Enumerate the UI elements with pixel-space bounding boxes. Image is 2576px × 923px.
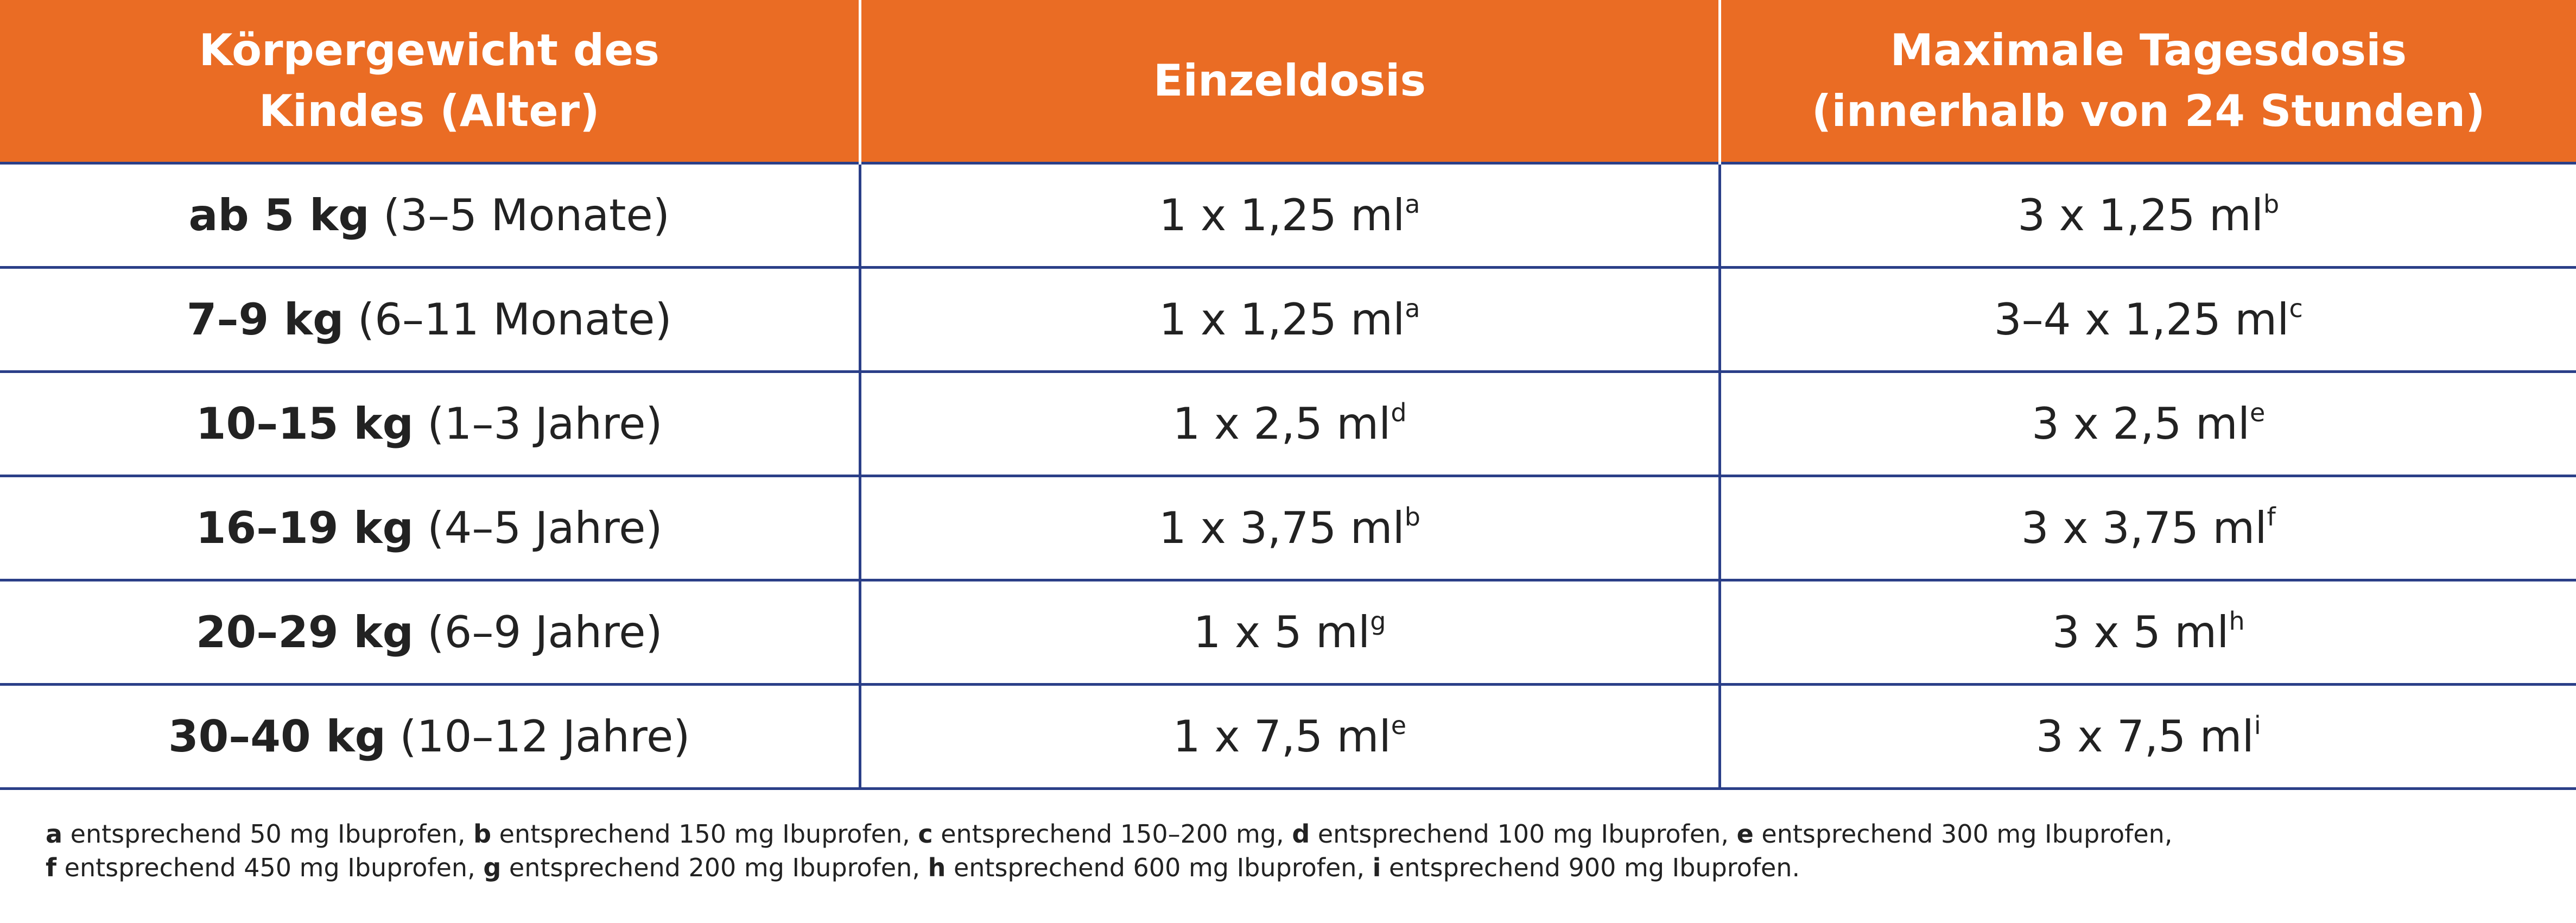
footnote-marker: e bbox=[2250, 397, 2266, 427]
dose-value: 1 x 3,75 ml bbox=[1158, 502, 1405, 553]
dose-value: 3 x 7,5 ml bbox=[2035, 711, 2254, 762]
footnote-marker: h bbox=[2229, 606, 2245, 636]
footnote-key: d bbox=[1292, 819, 1310, 849]
footnote-text: entsprechend 150 mg Ibuprofen, bbox=[491, 819, 918, 849]
table-row: 30–40 kg (10–12 Jahre) 1 x 7,5 mle 3 x 7… bbox=[0, 682, 2576, 790]
single-dose-cell: 1 x 3,75 mlb bbox=[858, 474, 1720, 580]
weight-age-cell: ab 5 kg (3–5 Monate) bbox=[0, 161, 860, 267]
weight-value: 20–29 kg bbox=[195, 606, 414, 658]
weight-age-cell: 30–40 kg (10–12 Jahre) bbox=[0, 682, 860, 790]
footnote-marker: i bbox=[2254, 710, 2261, 740]
dose-value: 3 x 3,75 ml bbox=[2021, 502, 2267, 553]
footnote-text: entsprechend 900 mg Ibuprofen. bbox=[1381, 853, 1800, 882]
footnote-marker: b bbox=[2263, 189, 2280, 219]
footnote-key: h bbox=[928, 853, 946, 882]
footnote-key: c bbox=[918, 819, 933, 849]
daily-dose-cell: 3–4 x 1,25 mlc bbox=[1718, 265, 2576, 371]
footnote-marker: c bbox=[2289, 293, 2303, 323]
table-row: 20–29 kg (6–9 Jahre) 1 x 5 mlg 3 x 5 mlh bbox=[0, 578, 2576, 684]
footnote-text: entsprechend 50 mg Ibuprofen, bbox=[62, 819, 474, 849]
table-row: ab 5 kg (3–5 Monate) 1 x 1,25 mla 3 x 1,… bbox=[0, 161, 2576, 267]
single-dose-cell: 1 x 2,5 mld bbox=[858, 370, 1720, 476]
dose-value: 1 x 2,5 ml bbox=[1172, 398, 1391, 449]
age-value: (10–12 Jahre) bbox=[399, 711, 690, 762]
footnote-key: e bbox=[1736, 819, 1754, 849]
footnote-marker: a bbox=[1405, 293, 1420, 323]
footnote-text: entsprechend 150–200 mg, bbox=[932, 819, 1292, 849]
table-body: ab 5 kg (3–5 Monate) 1 x 1,25 mla 3 x 1,… bbox=[0, 161, 2576, 790]
age-value: (1–3 Jahre) bbox=[427, 398, 663, 449]
daily-dose-cell: 3 x 7,5 mli bbox=[1718, 682, 2576, 790]
daily-dose-cell: 3 x 2,5 mle bbox=[1718, 370, 2576, 476]
daily-dose-cell: 3 x 3,75 mlf bbox=[1718, 474, 2576, 580]
table-row: 16–19 kg (4–5 Jahre) 1 x 3,75 mlb 3 x 3,… bbox=[0, 474, 2576, 580]
weight-age-cell: 16–19 kg (4–5 Jahre) bbox=[0, 474, 860, 580]
footnote-key: b bbox=[473, 819, 492, 849]
footnotes: a entsprechend 50 mg Ibuprofen, b entspr… bbox=[46, 817, 2531, 884]
footnote-marker: d bbox=[1391, 397, 1407, 427]
weight-age-cell: 7–9 kg (6–11 Monate) bbox=[0, 265, 860, 371]
footnote-marker: a bbox=[1405, 189, 1420, 219]
weight-age-cell: 10–15 kg (1–3 Jahre) bbox=[0, 370, 860, 476]
single-dose-cell: 1 x 1,25 mla bbox=[858, 265, 1720, 371]
header-line: (innerhalb von 24 Stunden) bbox=[1811, 85, 2485, 136]
footnote-text: entsprechend 300 mg Ibuprofen, bbox=[1753, 819, 2173, 849]
footnote-text: entsprechend 100 mg Ibuprofen, bbox=[1310, 819, 1737, 849]
header-line: Einzeldosis bbox=[1153, 55, 1426, 106]
single-dose-cell: 1 x 1,25 mla bbox=[858, 161, 1720, 267]
dose-value: 3 x 1,25 ml bbox=[2017, 189, 2264, 241]
header-line: Körpergewicht des bbox=[199, 24, 659, 75]
weight-value: 16–19 kg bbox=[195, 502, 414, 553]
daily-dose-cell: 3 x 1,25 mlb bbox=[1718, 161, 2576, 267]
weight-value: 30–40 kg bbox=[168, 711, 386, 762]
dose-value: 1 x 1,25 ml bbox=[1159, 189, 1405, 241]
footnote-key: a bbox=[46, 819, 63, 849]
footnote-text: entsprechend 600 mg Ibuprofen, bbox=[946, 853, 1373, 882]
header-line: Kindes (Alter) bbox=[258, 85, 600, 136]
single-dose-cell: 1 x 7,5 mle bbox=[858, 682, 1720, 790]
weight-value: 7–9 kg bbox=[186, 294, 344, 345]
dose-value: 3–4 x 1,25 ml bbox=[1994, 294, 2289, 345]
weight-value: ab 5 kg bbox=[188, 189, 370, 241]
footnote-key: i bbox=[1372, 853, 1381, 882]
header-max-daily-dose: Maximale Tagesdosis (innerhalb von 24 St… bbox=[1718, 0, 2576, 163]
dose-value: 3 x 2,5 ml bbox=[2032, 398, 2250, 449]
daily-dose-cell: 3 x 5 mlh bbox=[1718, 578, 2576, 684]
age-value: (3–5 Monate) bbox=[383, 189, 670, 241]
weight-age-cell: 20–29 kg (6–9 Jahre) bbox=[0, 578, 860, 684]
weight-value: 10–15 kg bbox=[195, 398, 414, 449]
dose-value: 3 x 5 ml bbox=[2052, 606, 2229, 658]
footnote-marker: e bbox=[1391, 710, 1407, 740]
table-row: 7–9 kg (6–11 Monate) 1 x 1,25 mla 3–4 x … bbox=[0, 265, 2576, 371]
footnote-marker: f bbox=[2267, 502, 2276, 532]
age-value: (4–5 Jahre) bbox=[427, 502, 663, 553]
dose-value: 1 x 1,25 ml bbox=[1159, 294, 1405, 345]
footnote-line: a entsprechend 50 mg Ibuprofen, b entspr… bbox=[46, 817, 2531, 851]
dose-value: 1 x 5 ml bbox=[1193, 606, 1371, 658]
dose-value: 1 x 7,5 ml bbox=[1172, 711, 1391, 762]
single-dose-cell: 1 x 5 mlg bbox=[858, 578, 1720, 684]
header-row: Körpergewicht des Kindes (Alter) Einzeld… bbox=[0, 0, 2576, 163]
footnote-text: entsprechend 450 mg Ibuprofen, bbox=[56, 853, 484, 882]
header-line: Maximale Tagesdosis bbox=[1890, 24, 2407, 75]
dosing-table: Körpergewicht des Kindes (Alter) Einzeld… bbox=[0, 0, 2576, 790]
table-header: Körpergewicht des Kindes (Alter) Einzeld… bbox=[0, 0, 2576, 163]
footnote-key: f bbox=[46, 853, 57, 882]
footnote-key: g bbox=[483, 853, 502, 882]
footnote-text: entsprechend 200 mg Ibuprofen, bbox=[501, 853, 928, 882]
footnote-marker: b bbox=[1404, 502, 1420, 532]
footnote-marker: g bbox=[1370, 606, 1386, 636]
footnote-line: f entsprechend 450 mg Ibuprofen, g entsp… bbox=[46, 851, 2531, 884]
header-weight-age: Körpergewicht des Kindes (Alter) bbox=[0, 0, 860, 163]
age-value: (6–11 Monate) bbox=[357, 294, 672, 345]
age-value: (6–9 Jahre) bbox=[427, 606, 663, 658]
table-row: 10–15 kg (1–3 Jahre) 1 x 2,5 mld 3 x 2,5… bbox=[0, 370, 2576, 476]
header-single-dose: Einzeldosis bbox=[858, 0, 1720, 163]
